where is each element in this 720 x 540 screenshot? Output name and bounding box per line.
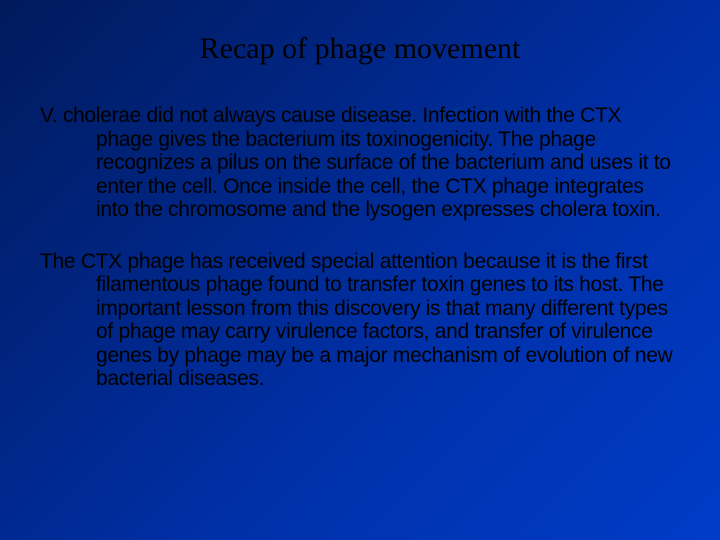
body-paragraph-2: The CTX phage has received special atten… xyxy=(40,250,680,391)
slide-title: Recap of phage movement xyxy=(40,32,680,66)
slide-container: Recap of phage movement V. cholerae did … xyxy=(0,0,720,540)
body-paragraph-1: V. cholerae did not always cause disease… xyxy=(40,104,680,222)
